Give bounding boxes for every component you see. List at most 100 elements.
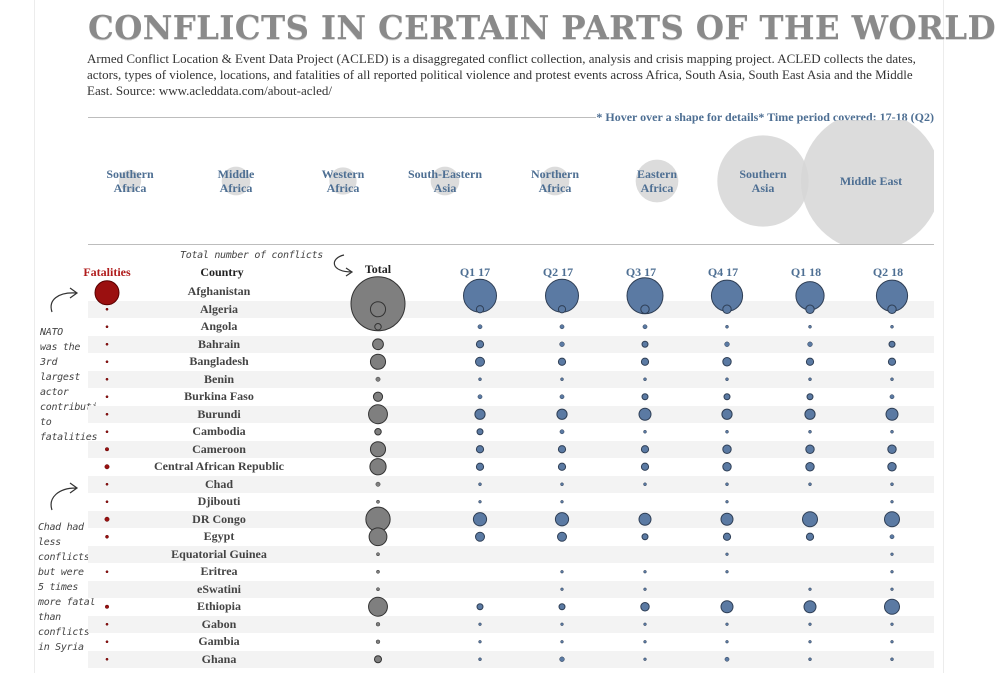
quarter-bubble[interactable] <box>890 552 894 556</box>
total-bubble[interactable] <box>375 639 381 644</box>
quarter-bubble[interactable] <box>478 657 482 661</box>
quarter-bubble[interactable] <box>887 357 897 366</box>
quarter-bubble[interactable] <box>641 393 649 401</box>
quarter-bubble[interactable] <box>890 587 894 591</box>
quarter-bubble[interactable] <box>643 657 647 661</box>
quarter-bubble[interactable] <box>640 304 650 314</box>
fatalities-bubble[interactable] <box>105 640 109 644</box>
quarter-bubble[interactable] <box>725 377 729 381</box>
quarter-bubble[interactable] <box>638 407 652 421</box>
fatalities-bubble[interactable] <box>94 280 120 306</box>
quarter-bubble[interactable] <box>557 357 567 366</box>
quarter-bubble[interactable] <box>640 445 650 454</box>
quarter-bubble[interactable] <box>559 394 565 400</box>
region-bubble[interactable] <box>635 159 679 203</box>
quarter-bubble[interactable] <box>889 534 895 540</box>
quarter-bubble[interactable] <box>560 377 564 381</box>
quarter-bubble[interactable] <box>803 600 817 614</box>
quarter-bubble[interactable] <box>722 357 732 367</box>
region-bubble[interactable] <box>430 166 460 196</box>
quarter-bubble[interactable] <box>643 587 647 591</box>
quarter-bubble[interactable] <box>556 408 568 420</box>
quarter-bubble[interactable] <box>884 511 900 528</box>
quarter-bubble[interactable] <box>643 622 647 626</box>
quarter-bubble[interactable] <box>808 622 812 626</box>
quarter-bubble[interactable] <box>643 482 647 486</box>
quarter-bubble[interactable] <box>558 603 566 611</box>
quarter-bubble[interactable] <box>641 533 649 541</box>
total-bubble[interactable] <box>376 569 380 574</box>
fatalities-bubble[interactable] <box>105 657 109 661</box>
quarter-bubble[interactable] <box>802 511 818 528</box>
quarter-bubble[interactable] <box>890 430 894 434</box>
fatalities-bubble[interactable] <box>105 622 109 626</box>
region-bubble-chart[interactable]: Southern Africa Middle Africa Western Africa S… <box>88 120 934 244</box>
quarter-bubble[interactable] <box>557 445 567 454</box>
quarter-bubble[interactable] <box>725 622 729 626</box>
quarter-bubble[interactable] <box>559 429 565 435</box>
total-bubble[interactable] <box>375 622 381 627</box>
fatalities-bubble[interactable] <box>105 395 109 399</box>
quarter-bubble[interactable] <box>805 444 815 454</box>
quarter-bubble[interactable] <box>478 622 482 626</box>
total-bubble[interactable] <box>368 404 388 425</box>
quarter-bubble[interactable] <box>888 340 896 348</box>
quarter-bubble[interactable] <box>559 341 565 347</box>
quarter-bubble[interactable] <box>808 657 812 661</box>
quarter-bubble[interactable] <box>808 377 812 381</box>
quarter-bubble[interactable] <box>887 462 897 472</box>
region-bubble-svg[interactable] <box>88 120 934 244</box>
quarter-bubble[interactable] <box>475 340 485 349</box>
fatalities-bubble[interactable] <box>105 307 109 311</box>
total-bubble[interactable] <box>374 323 382 331</box>
quarter-bubble[interactable] <box>725 640 729 644</box>
quarter-bubble[interactable] <box>890 482 894 486</box>
quarter-bubble[interactable] <box>890 640 894 644</box>
quarter-bubble[interactable] <box>887 304 897 314</box>
region-bubble[interactable] <box>329 167 357 195</box>
quarter-bubble[interactable] <box>725 570 729 574</box>
quarter-bubble[interactable] <box>554 512 570 527</box>
quarter-bubble[interactable] <box>560 500 564 504</box>
quarter-bubble[interactable] <box>478 482 482 486</box>
quarter-bubble[interactable] <box>720 600 734 614</box>
quarter-bubble[interactable] <box>722 444 732 454</box>
quarter-bubble[interactable] <box>885 407 899 421</box>
quarter-bubble[interactable] <box>560 570 564 574</box>
fatalities-bubble[interactable] <box>105 412 109 416</box>
quarter-bubble[interactable] <box>640 462 650 471</box>
quarter-bubble[interactable] <box>890 325 894 329</box>
quarter-bubble[interactable] <box>559 656 565 662</box>
quarter-bubble[interactable] <box>557 531 567 542</box>
quarter-bubble[interactable] <box>805 357 815 366</box>
total-bubble[interactable] <box>376 587 380 592</box>
quarter-bubble[interactable] <box>557 462 567 471</box>
quarter-bubble[interactable] <box>478 500 482 504</box>
quarter-bubble[interactable] <box>643 377 647 381</box>
quarter-bubble[interactable] <box>478 377 482 381</box>
quarter-bubble[interactable] <box>560 482 564 486</box>
quarter-bubble[interactable] <box>805 462 815 472</box>
region-bubble[interactable] <box>221 166 251 196</box>
fatalities-bubble[interactable] <box>104 464 110 470</box>
quarter-bubble[interactable] <box>643 570 647 574</box>
fatalities-bubble[interactable] <box>105 360 109 364</box>
quarter-bubble[interactable] <box>889 394 895 400</box>
quarter-bubble[interactable] <box>557 305 567 314</box>
total-bubble[interactable] <box>369 301 387 318</box>
fatalities-bubble[interactable] <box>105 325 109 329</box>
quarter-bubble[interactable] <box>721 408 733 420</box>
quarter-bubble[interactable] <box>640 357 650 366</box>
fatalities-bubble[interactable] <box>105 430 109 434</box>
quarter-bubble[interactable] <box>475 305 485 314</box>
total-bubble[interactable] <box>372 391 384 402</box>
fatalities-bubble[interactable] <box>105 534 109 539</box>
quarter-bubble[interactable] <box>560 622 564 626</box>
quarter-bubble[interactable] <box>890 377 894 381</box>
quarter-bubble[interactable] <box>475 356 485 367</box>
quarter-bubble[interactable] <box>642 324 648 330</box>
quarter-bubble[interactable] <box>807 341 813 347</box>
total-bubble[interactable] <box>368 596 388 617</box>
fatalities-bubble[interactable] <box>104 604 110 609</box>
